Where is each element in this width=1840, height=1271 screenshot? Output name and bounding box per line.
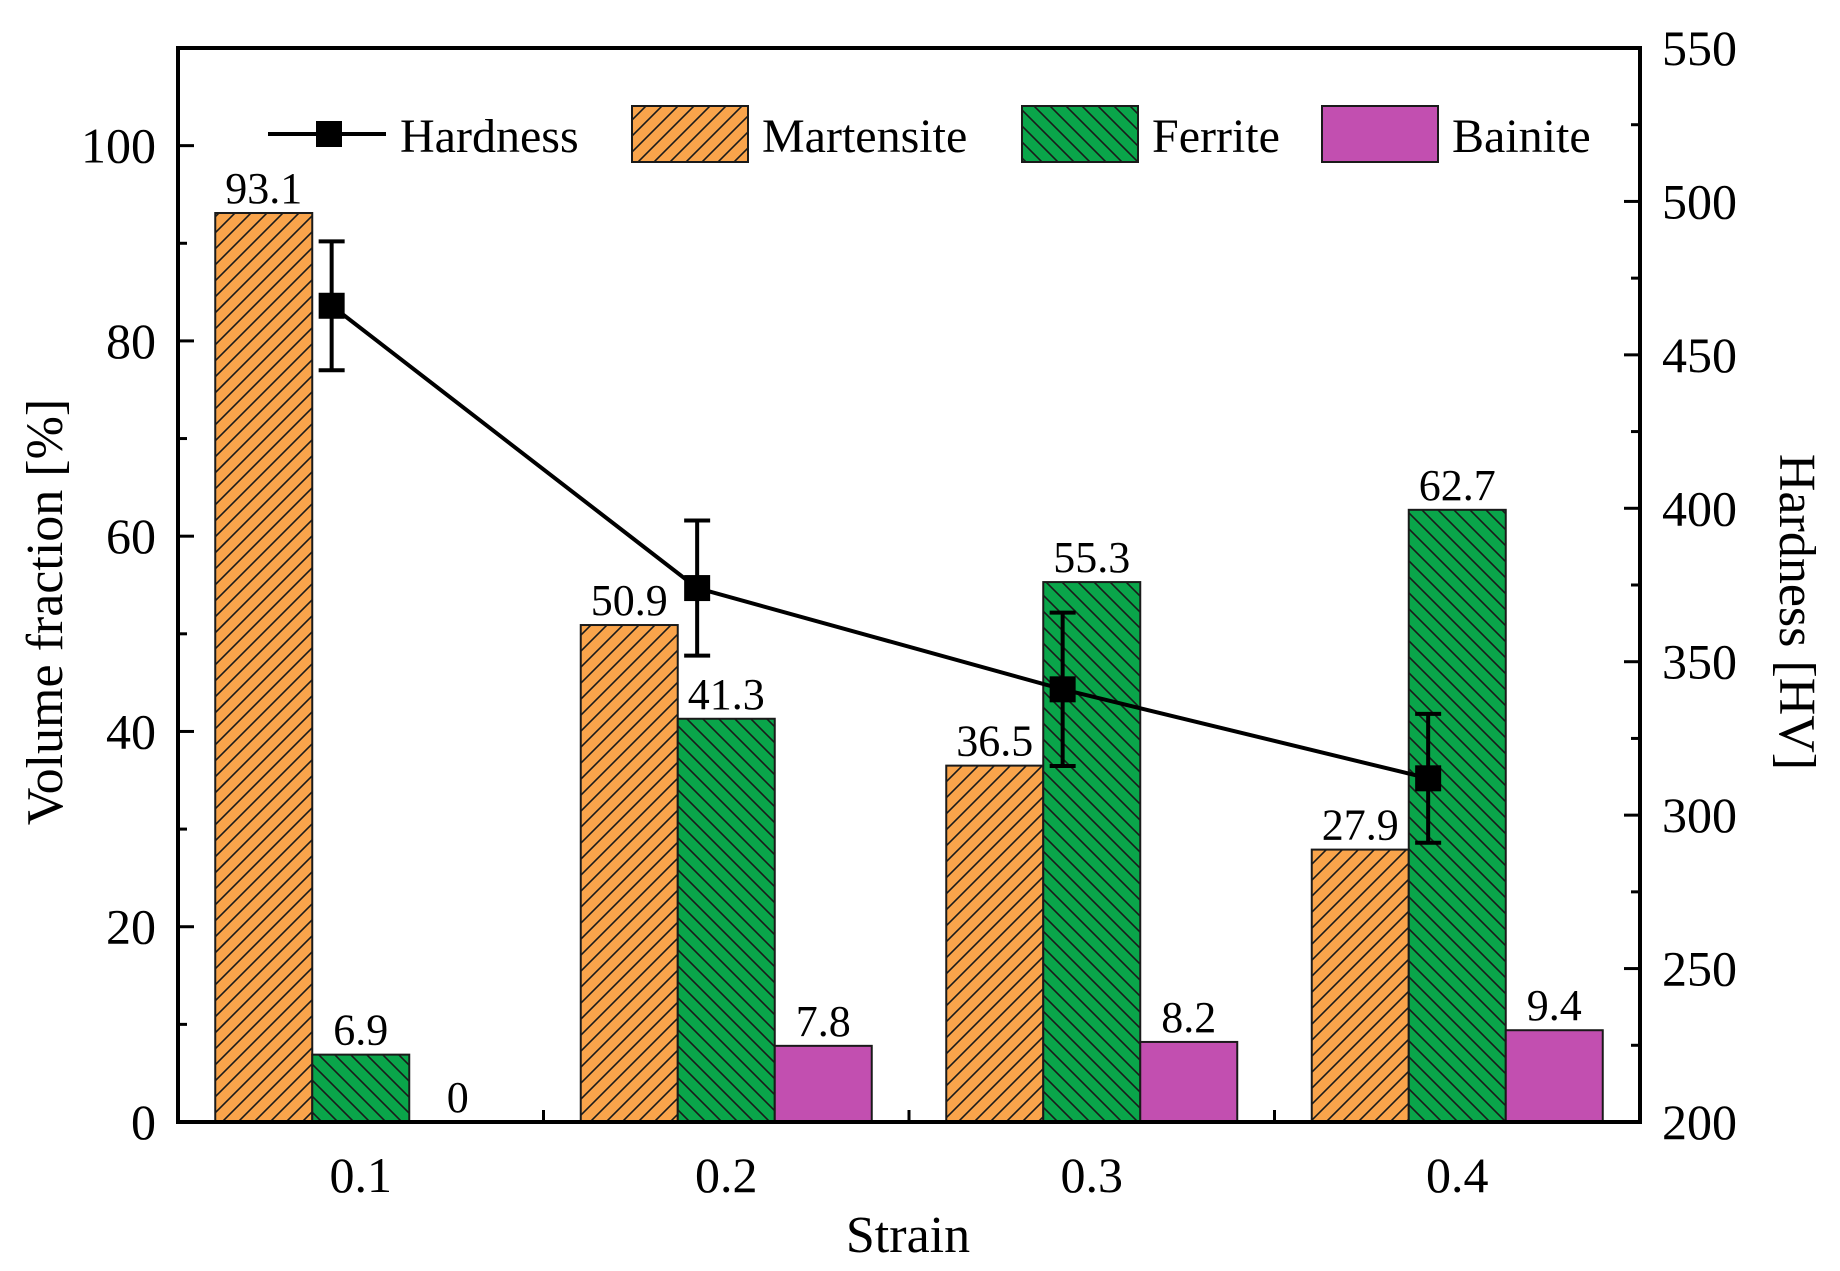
hardness-marker-0.4: [1415, 765, 1442, 792]
legend-item-bainite: Bainite: [1321, 105, 1591, 163]
bar-bainite-0.3: [1139, 1040, 1239, 1124]
bar-martensite-0.2: [579, 624, 679, 1123]
y2-axis-title: Hardness [HV]: [1768, 454, 1825, 770]
value-label-bainite-0.1: 0: [447, 1073, 469, 1122]
y-tick-label-100: 100: [81, 118, 156, 174]
legend-hardness-marker: [316, 121, 342, 147]
legend-label-hardness: Hardness: [400, 110, 579, 163]
legend-label-ferrite: Ferrite: [1152, 110, 1280, 163]
bar-ferrite-0.2: [676, 717, 776, 1124]
value-label-martensite-0.3: 36.5: [956, 717, 1033, 766]
y2-tick-label-400: 400: [1662, 480, 1737, 536]
value-label-ferrite-0.2: 41.3: [688, 670, 765, 719]
x-tick-label-0.2: 0.2: [695, 1147, 758, 1203]
legend-item-martensite: Martensite: [631, 105, 967, 163]
hardness-marker-0.1: [318, 292, 345, 319]
bar-martensite-0.3: [945, 764, 1045, 1123]
y2-tick-label-550: 550: [1662, 20, 1737, 76]
value-label-group: 93.1 50.9 36.5 27.9 6.9 41.3 55.3 62.7 0 7.8 8.2 9.…: [225, 164, 1582, 1122]
hardness-marker-0.3: [1049, 676, 1076, 703]
bar-martensite-0.4: [1310, 848, 1410, 1123]
bar-ferrite-0.1: [311, 1053, 411, 1123]
hardness-line-group: [318, 239, 1442, 845]
x-tick-label-0.1: 0.1: [330, 1147, 393, 1203]
legend-swatch-martensite: [631, 105, 749, 163]
bar-group: [214, 212, 1604, 1124]
value-label-martensite-0.2: 50.9: [591, 576, 668, 625]
bar-ferrite-0.4: [1407, 508, 1507, 1123]
hardness-marker-0.2: [684, 575, 711, 602]
y2-tick-label-300: 300: [1662, 787, 1737, 843]
legend-label-martensite: Martensite: [762, 110, 967, 163]
x-axis-title: Strain: [846, 1207, 970, 1264]
y-tick-label-40: 40: [106, 703, 156, 759]
y2-tick-label-200: 200: [1662, 1094, 1737, 1150]
y-tick-label-20: 20: [106, 899, 156, 955]
value-label-bainite-0.3: 8.2: [1161, 993, 1216, 1042]
y2-tick-label-500: 500: [1662, 173, 1737, 229]
value-label-bainite-0.4: 9.4: [1527, 981, 1582, 1030]
y2-tick-label-250: 250: [1662, 941, 1737, 997]
y-tick-label-60: 60: [106, 508, 156, 564]
value-label-bainite-0.2: 7.8: [796, 997, 851, 1046]
x-tick-label-0.3: 0.3: [1061, 1147, 1124, 1203]
bar-bainite-0.2: [773, 1044, 873, 1123]
value-label-ferrite-0.1: 6.9: [333, 1006, 388, 1055]
y-tick-label-0: 0: [131, 1094, 156, 1150]
x-tick-label-0.4: 0.4: [1426, 1147, 1489, 1203]
y2-tick-label-450: 450: [1662, 327, 1737, 383]
value-label-ferrite-0.4: 62.7: [1419, 461, 1496, 510]
legend-swatch-bainite: [1321, 105, 1439, 163]
bar-martensite-0.1: [214, 212, 314, 1124]
legend-swatch-ferrite: [1021, 105, 1139, 163]
legend-label-bainite: Bainite: [1452, 110, 1591, 163]
value-label-martensite-0.4: 27.9: [1322, 801, 1399, 850]
value-label-ferrite-0.3: 55.3: [1053, 533, 1130, 582]
legend-item-ferrite: Ferrite: [1021, 105, 1280, 163]
value-label-martensite-0.1: 93.1: [225, 164, 302, 213]
bar-bainite-0.4: [1504, 1029, 1604, 1123]
y-axis-title: Volume fraction [%]: [17, 399, 74, 825]
y-tick-label-80: 80: [106, 313, 156, 369]
axes-group: 0 20 40 60 80 100 200 250 300 350 400 450 500 550 0.1 0…: [81, 20, 1737, 1203]
legend-item-hardness: Hardness: [268, 110, 579, 163]
hardness-line: [330, 304, 1429, 781]
legend: Hardness Martensite Ferrite Bainite: [268, 105, 1591, 163]
bar-ferrite-0.3: [1042, 581, 1142, 1123]
y2-tick-label-350: 350: [1662, 634, 1737, 690]
